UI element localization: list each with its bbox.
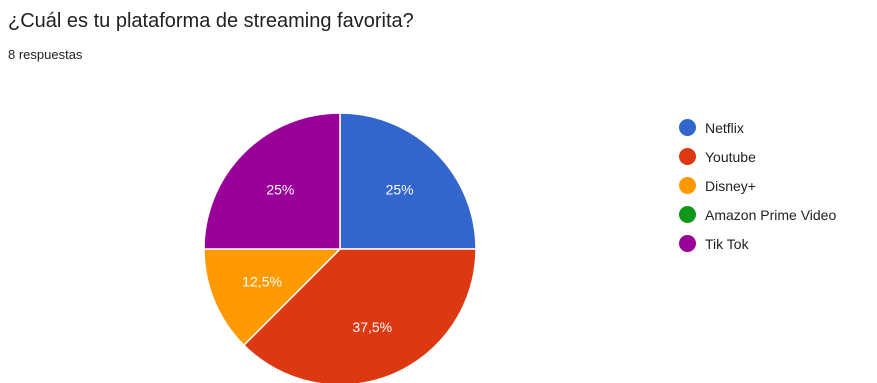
pie-label-netflix: 25% xyxy=(386,181,414,197)
pie-label-tik-tok: 25% xyxy=(266,181,294,197)
pie-slice-disney[interactable] xyxy=(203,248,342,347)
chart-legend: Netflix Youtube Disney+ Amazon Prime Video T… xyxy=(679,113,836,258)
pie-slice-youtube[interactable] xyxy=(242,248,477,383)
legend-item-amazon-prime-video[interactable]: Amazon Prime Video xyxy=(679,200,836,229)
legend-swatch xyxy=(679,177,696,194)
legend-item-disney[interactable]: Disney+ xyxy=(679,171,836,200)
legend-swatch xyxy=(679,119,696,136)
legend-swatch xyxy=(679,206,696,223)
legend-item-tik-tok[interactable]: Tik Tok xyxy=(679,229,836,258)
legend-swatch xyxy=(679,148,696,165)
legend-label: Tik Tok xyxy=(705,235,749,252)
legend-item-youtube[interactable]: Youtube xyxy=(679,142,836,171)
legend-label: Netflix xyxy=(705,119,744,136)
legend-item-netflix[interactable]: Netflix xyxy=(679,113,836,142)
pie-label-disney: 12,5% xyxy=(242,273,282,289)
question-title: ¿Cuál es tu plataforma de streaming favo… xyxy=(8,10,414,32)
pie-slice-tik-tok[interactable] xyxy=(203,112,341,250)
legend-label: Youtube xyxy=(705,148,756,165)
legend-label: Amazon Prime Video xyxy=(705,206,837,223)
legend-swatch xyxy=(679,235,696,252)
legend-label: Disney+ xyxy=(705,177,756,194)
pie-label-youtube: 37,5% xyxy=(352,319,392,335)
response-count: 8 respuestas xyxy=(8,47,83,62)
pie-slice-netflix[interactable] xyxy=(339,112,477,250)
